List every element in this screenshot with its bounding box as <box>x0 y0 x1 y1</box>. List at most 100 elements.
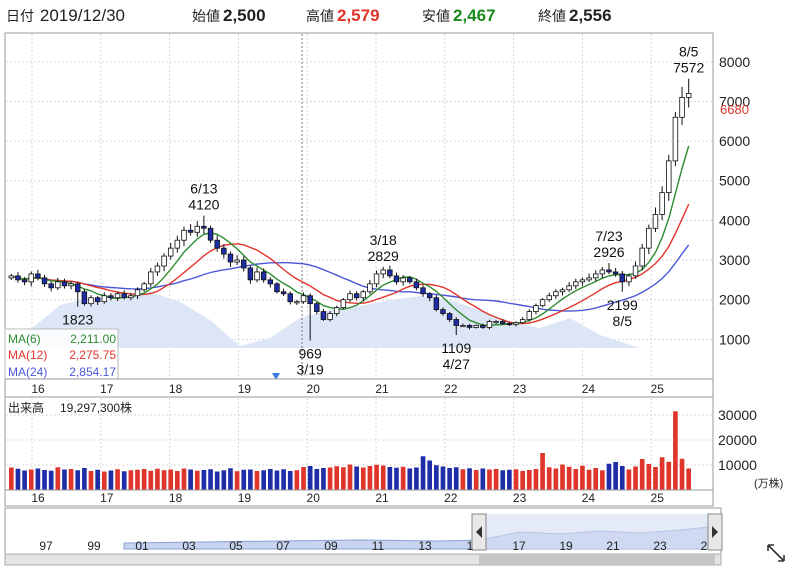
candle-body <box>254 271 260 281</box>
navigator-scrollbar-thumb[interactable] <box>479 555 715 564</box>
annotation-date: 6/13 <box>190 181 217 197</box>
price-annotations: 6/13412018233/1828299693/1911094/277/232… <box>62 44 704 378</box>
volume-bar <box>115 469 120 490</box>
price-y-tick-label: 3000 <box>719 252 750 268</box>
high-readout: 高値 2,579 <box>306 6 380 26</box>
volume-bar <box>633 466 638 490</box>
candle-body <box>612 271 619 275</box>
volume-bar <box>8 467 14 490</box>
volume-bar <box>274 470 280 490</box>
candle-body <box>626 275 632 283</box>
volume-title: 出来高 <box>8 400 44 415</box>
volume-bar <box>593 468 599 490</box>
candle-body <box>28 273 34 283</box>
expand-arrows-icon <box>767 544 785 562</box>
candle-body <box>174 239 181 249</box>
candle-body <box>55 281 61 289</box>
volume-bar <box>354 466 359 490</box>
candle-body <box>539 299 546 307</box>
candle-body <box>267 279 274 285</box>
candle-body <box>121 293 127 299</box>
navigator-selected-range[interactable] <box>479 514 715 550</box>
candle-body <box>148 271 154 285</box>
volume-bar <box>135 469 140 490</box>
annotation-date: 3/18 <box>370 232 397 248</box>
candle-body <box>632 265 639 277</box>
price-y-tick-label: 6000 <box>719 133 750 149</box>
candle-body <box>227 253 234 263</box>
volume-bar <box>141 469 147 490</box>
volume-bar <box>427 460 433 490</box>
volume-y-tick-label: 20000 <box>718 432 757 448</box>
volume-bar <box>480 468 486 490</box>
volume-bar <box>546 467 552 490</box>
volume-bar <box>194 470 200 490</box>
volume-bar <box>321 468 326 490</box>
price-x-tick-label: 25 <box>651 382 665 396</box>
volume-bar <box>75 470 81 490</box>
volume-bar <box>327 467 333 490</box>
volume-bar <box>626 469 632 490</box>
volume-bar <box>254 471 260 490</box>
volume-bar <box>68 469 74 490</box>
volume-bar <box>653 467 658 490</box>
candle-body <box>659 192 665 215</box>
legend-ma12-value: 2,275.75 <box>69 348 116 362</box>
candle-body <box>586 277 592 281</box>
legend-ma24-name: MA(24) <box>8 365 47 379</box>
candle-body <box>526 311 533 320</box>
open-readout: 始値 2,500 <box>192 6 266 26</box>
price-x-tick-label: 20 <box>307 382 321 396</box>
high-label: 高値 <box>306 8 334 24</box>
volume-bar <box>188 469 193 490</box>
candle-body <box>486 321 493 328</box>
navigator-x-tick-label: 11 <box>372 539 385 553</box>
candle-body <box>314 303 320 312</box>
candle-body <box>652 214 659 229</box>
open-label: 始値 <box>192 8 220 24</box>
volume-bar <box>314 469 320 490</box>
candle-body <box>400 277 406 283</box>
volume-bar <box>400 466 406 490</box>
volume-bar <box>646 464 652 490</box>
volume-bar <box>533 469 539 490</box>
candle-body <box>493 321 499 324</box>
navigator-x-tick-label: 1 <box>467 539 474 553</box>
volume-bar <box>175 471 180 490</box>
expand-icon[interactable] <box>764 541 788 565</box>
candle-body <box>672 116 679 162</box>
navigator-x-tick-label: 19 <box>559 539 573 553</box>
candle-body <box>373 273 380 285</box>
volume-bar <box>241 469 247 490</box>
candle-body <box>413 281 420 289</box>
candle-body <box>300 295 307 303</box>
volume-bar <box>473 470 479 490</box>
candle-body <box>201 225 207 229</box>
candle-body <box>513 322 519 325</box>
ma24-polyline <box>11 244 690 312</box>
candle-body <box>573 281 579 287</box>
volume-bar <box>367 466 373 490</box>
volume-y-tick-label: 30000 <box>718 407 757 423</box>
low-readout: 安値 2,467 <box>422 6 496 26</box>
volume-bar <box>440 466 446 490</box>
legend-box <box>4 328 119 382</box>
candle-body <box>8 275 15 279</box>
candle-body <box>241 259 247 269</box>
price-y-tick-label: 5000 <box>719 173 750 189</box>
volume-x-axis: 16 17 18 19 20 21 22 23 24 25 <box>31 491 664 505</box>
volume-bar <box>301 467 306 490</box>
navigator-scrollbar[interactable] <box>4 553 722 566</box>
candle-body <box>340 299 347 309</box>
candle-body <box>353 293 360 299</box>
volume-bar <box>208 469 213 490</box>
candle-body <box>446 313 453 320</box>
candle-body <box>407 277 413 283</box>
candle-body <box>599 269 606 275</box>
volume-bar <box>606 463 612 490</box>
volume-bar <box>88 471 94 490</box>
date-readout: 日付 2019/12/30 <box>6 6 125 26</box>
volume-x-tick-label: 18 <box>169 491 183 505</box>
candle-body <box>134 289 141 297</box>
candle-body <box>307 295 313 305</box>
